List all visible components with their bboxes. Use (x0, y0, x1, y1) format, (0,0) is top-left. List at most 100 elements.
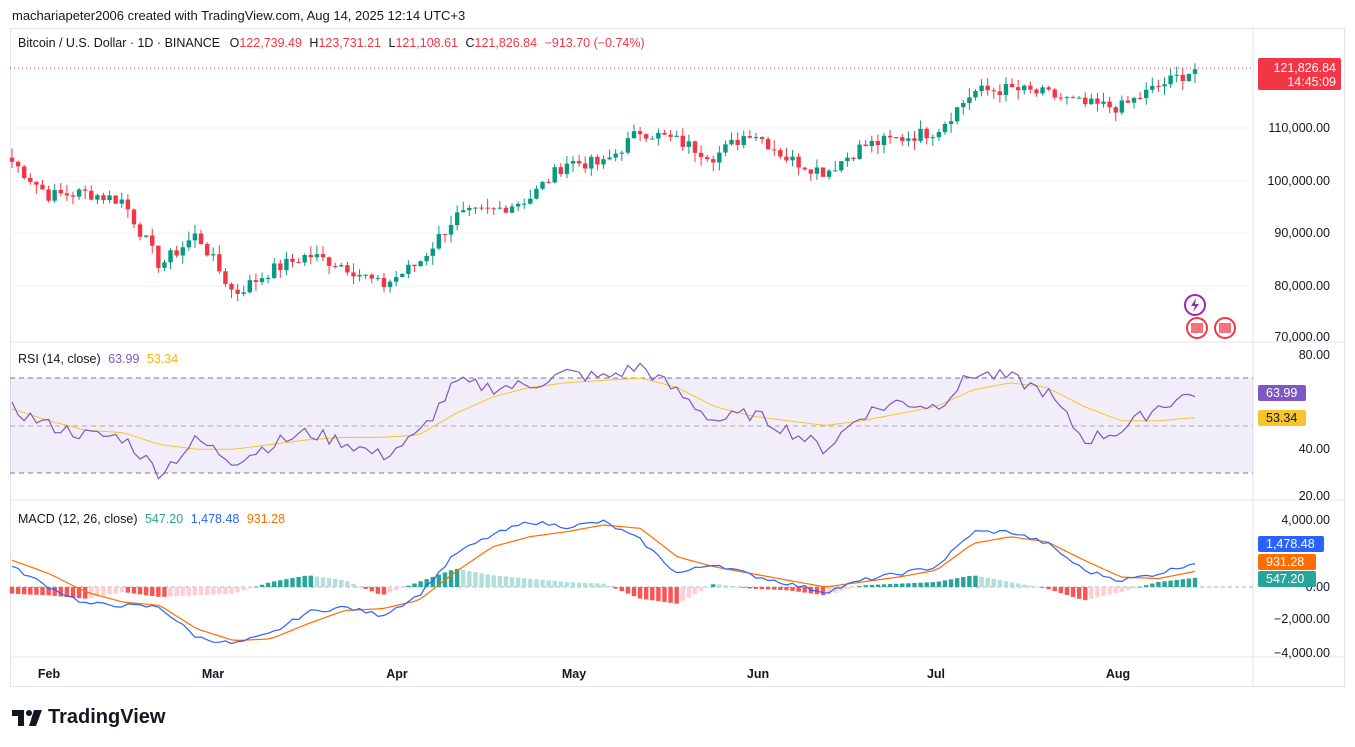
histogram-bar (637, 587, 643, 599)
histogram-bar (479, 573, 484, 587)
change-value: −913.70 (−0.74%) (544, 36, 645, 50)
rsi-line (11, 362, 1196, 480)
candle-body (613, 153, 618, 158)
candle-body (314, 254, 320, 258)
histogram-bar (369, 587, 374, 592)
candle-body (522, 203, 527, 205)
histogram-bar (869, 584, 875, 587)
candle-body (643, 134, 649, 139)
candle-body (894, 137, 899, 139)
histogram-bar (601, 583, 606, 587)
candle-body (881, 135, 887, 146)
histogram-bar (863, 585, 868, 587)
candle-body (1046, 87, 1051, 90)
signal-badge-text: 931.28 (1266, 555, 1304, 569)
histogram-bar (375, 587, 381, 594)
histogram-bar (424, 579, 429, 587)
histogram-bar (1058, 587, 1064, 594)
candle-body (833, 170, 838, 172)
candle-body (406, 264, 411, 274)
histogram-bar (765, 587, 771, 590)
hist-badge (1258, 571, 1316, 587)
candle-body (662, 132, 667, 135)
high-value: 123,731.21 (318, 36, 381, 50)
candle-body (393, 277, 399, 282)
price-tick: 110,000.00 (1268, 121, 1330, 135)
histogram-bar (772, 587, 777, 590)
histogram-bar (21, 587, 27, 595)
candle-body (607, 157, 612, 160)
candle-body (1070, 97, 1076, 99)
histogram-bar (253, 586, 259, 588)
histogram-bar (290, 578, 295, 587)
histogram-bar (107, 587, 112, 595)
candle-body (241, 292, 246, 294)
histogram-bar (1174, 579, 1179, 587)
candle-body (741, 136, 746, 145)
histogram-bar (680, 587, 685, 601)
price-badge-bg (1258, 58, 1341, 90)
candle-body (1144, 89, 1149, 99)
candle-body (875, 140, 881, 146)
candle-body (637, 131, 643, 135)
signal-badge (1258, 554, 1316, 570)
histogram-bar (576, 582, 582, 587)
candle-body (814, 167, 820, 174)
histogram-bar (314, 576, 320, 587)
hist-value: 547.20 (144, 512, 184, 526)
candle-body (302, 254, 307, 263)
histogram-bar (790, 587, 795, 591)
candle-body (473, 207, 478, 209)
histogram-bar (558, 581, 564, 587)
histogram-bar (1046, 587, 1051, 590)
histogram-bar (467, 571, 472, 587)
histogram-bar (320, 577, 326, 587)
histogram-bar (686, 587, 692, 598)
histogram-bar (918, 582, 923, 587)
candle-body (40, 184, 45, 190)
time-tick: Jul (927, 667, 945, 681)
candle-body (223, 271, 228, 285)
histogram-bar (717, 584, 722, 587)
event-icons[interactable] (1184, 294, 1236, 339)
histogram-bar (509, 577, 515, 587)
histogram-bar (991, 579, 996, 587)
candle-body (784, 156, 789, 161)
candle-body (570, 161, 576, 164)
candle-body (418, 261, 423, 267)
histogram-bar (95, 587, 100, 597)
histogram-bar (235, 587, 240, 593)
candle-body (339, 265, 344, 267)
candle-body (790, 156, 795, 161)
histogram-bar (204, 587, 210, 595)
candle-body (1131, 97, 1137, 103)
candle-body (211, 254, 216, 256)
candle-body (509, 206, 515, 213)
histogram-bar (930, 582, 935, 587)
candle-body (747, 136, 753, 138)
candle-body (34, 181, 39, 185)
candle-body (973, 91, 978, 98)
histogram-bar (143, 587, 149, 596)
macd-badge (1258, 536, 1324, 552)
histogram-bar (137, 587, 143, 595)
hist-badge-text: 547.20 (1266, 572, 1304, 586)
histogram-bar (223, 587, 228, 595)
tradingview-logo[interactable]: TradingView (12, 706, 165, 729)
histogram-bar (759, 587, 765, 590)
candle-body (1192, 69, 1198, 74)
histogram-bar (546, 580, 551, 587)
chart-frame[interactable] (10, 28, 1345, 687)
histogram-bar (58, 587, 63, 597)
candle-body (1168, 75, 1173, 85)
candle-body (1058, 97, 1064, 99)
candle-body (1101, 101, 1106, 104)
candle-body (887, 135, 893, 138)
histogram-bar (583, 582, 588, 587)
candle-body (692, 141, 698, 153)
candle-body (125, 199, 131, 210)
histogram-bar (881, 584, 887, 587)
candle-body (753, 137, 759, 139)
candle-body (272, 263, 277, 278)
